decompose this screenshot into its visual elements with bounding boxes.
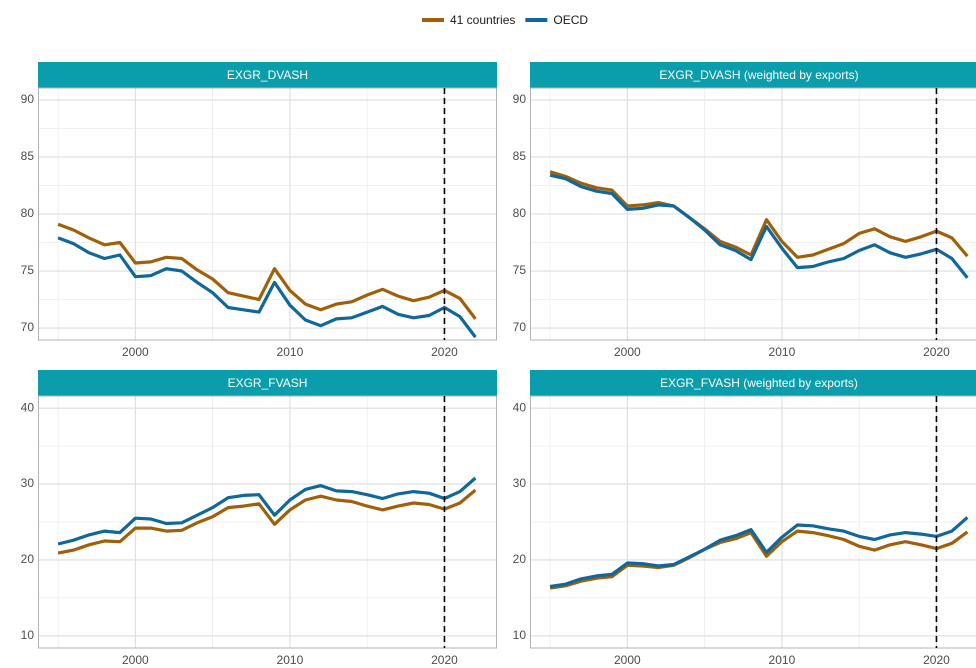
y-tick-label: 80: [21, 206, 35, 220]
y-tick-label: 70: [21, 320, 35, 334]
legend-label: OECD: [553, 13, 588, 27]
series-line: [57, 222, 477, 320]
x-tick-label: 2020: [923, 345, 950, 359]
series-line: [57, 488, 477, 555]
y-tick-label: 90: [21, 92, 35, 106]
strip: [38, 370, 497, 396]
x-tick-label: 2020: [431, 653, 458, 667]
x-tick-label: 2010: [769, 653, 796, 667]
x-tick-label: 2020: [923, 653, 950, 667]
y-tick-label: 75: [21, 263, 35, 277]
y-tick-label: 90: [513, 92, 527, 106]
y-tick-label: 70: [513, 320, 527, 334]
x-tick-label: 2000: [122, 653, 149, 667]
y-tick-label: 10: [513, 628, 527, 642]
panel-border: [38, 395, 497, 649]
x-tick-label: 2010: [277, 345, 304, 359]
y-tick-label: 85: [513, 149, 527, 163]
x-tick-label: 2010: [277, 653, 304, 667]
y-tick-label: 40: [513, 400, 527, 414]
y-tick-label: 80: [513, 206, 527, 220]
series-line: [57, 236, 477, 339]
panel-border: [530, 395, 976, 649]
y-tick-label: 30: [21, 476, 35, 490]
series-line: [549, 170, 969, 259]
strip-title: EXGR_FVASH (weighted by exports): [660, 376, 858, 390]
legend-label: 41 countries: [450, 13, 515, 27]
strip-title: EXGR_DVASH (weighted by exports): [659, 68, 858, 82]
x-tick-label: 2020: [431, 345, 458, 359]
x-tick-label: 2010: [769, 345, 796, 359]
strip-title: EXGR_FVASH: [228, 376, 308, 390]
panel-border: [530, 87, 976, 341]
y-tick-label: 20: [513, 552, 527, 566]
y-tick-label: 75: [513, 263, 527, 277]
y-tick-label: 40: [21, 400, 35, 414]
y-tick-label: 85: [21, 149, 35, 163]
series-line: [57, 476, 477, 546]
strip-title: EXGR_DVASH: [227, 68, 308, 82]
x-tick-label: 2000: [122, 345, 149, 359]
strip: [530, 62, 976, 88]
x-tick-label: 2000: [614, 345, 641, 359]
series-line: [549, 529, 969, 590]
series-line: [549, 516, 969, 589]
strip: [38, 62, 497, 88]
panel-border: [38, 87, 497, 341]
y-tick-label: 30: [513, 476, 527, 490]
strip: [530, 370, 976, 396]
y-tick-label: 20: [21, 552, 35, 566]
y-tick-label: 10: [21, 628, 35, 642]
series-line: [549, 173, 969, 279]
x-tick-label: 2000: [614, 653, 641, 667]
